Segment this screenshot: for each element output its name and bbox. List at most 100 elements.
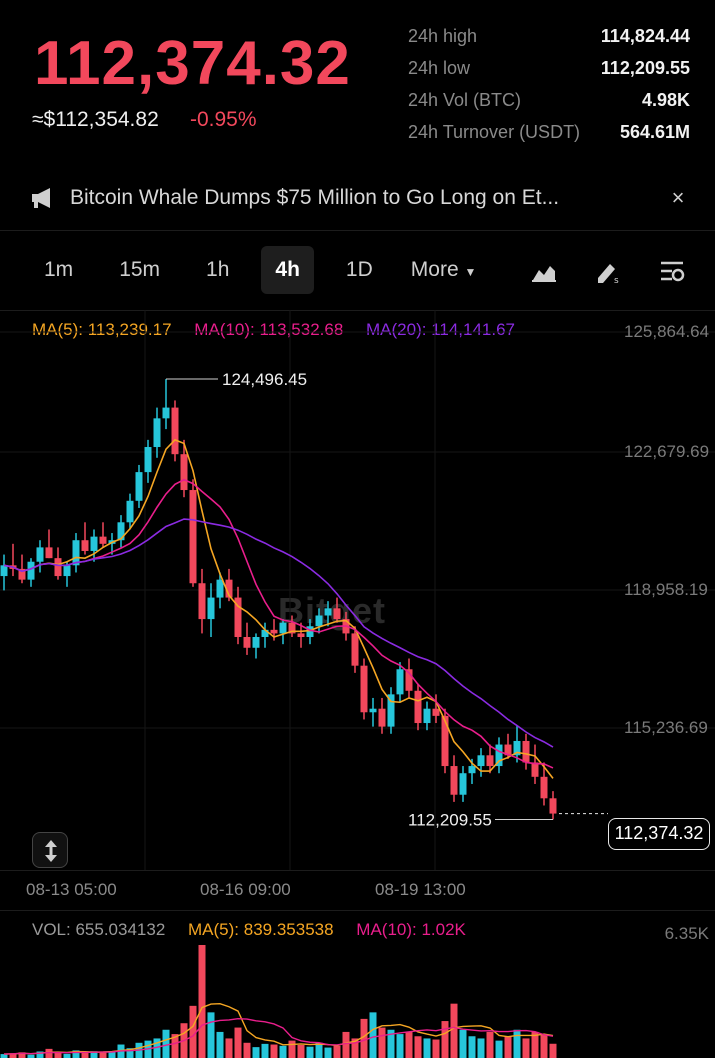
stat-label: 24h high — [408, 25, 478, 46]
volume-bar — [153, 1038, 161, 1058]
candle-body — [207, 597, 215, 620]
news-headline[interactable]: Bitcoin Whale Dumps $75 Million to Go Lo… — [70, 186, 560, 209]
high-marker-label: 124,496.45 — [222, 370, 307, 389]
tab-1m[interactable]: 1m — [44, 258, 74, 281]
candle-body — [99, 536, 107, 544]
volume-bar — [63, 1053, 71, 1058]
volume-ma5: MA(5): 839.353538 — [188, 920, 334, 939]
candle-body — [252, 637, 260, 648]
resize-chart-button[interactable] — [32, 832, 68, 868]
volume-bar — [45, 1048, 53, 1058]
volume-bar — [36, 1051, 44, 1058]
volume-bar — [297, 1044, 305, 1058]
x-axis-tick: 08-19 13:00 — [375, 880, 466, 899]
candle-body — [378, 708, 386, 727]
stat-row-turnover: 24h Turnover (USDT) 564.61M — [408, 116, 690, 148]
close-icon[interactable]: × — [671, 185, 685, 210]
candle-body — [72, 540, 80, 566]
candlestick-chart[interactable]: 124,496.45 112,209.55 — [0, 310, 715, 910]
stat-value: 4.98K — [641, 89, 690, 110]
candle-body — [486, 755, 494, 767]
candle-body — [126, 500, 134, 523]
volume-bar — [468, 1036, 476, 1058]
volume-bar — [549, 1043, 557, 1058]
candle-body — [198, 583, 206, 620]
more-intervals-dropdown[interactable]: More ▼ — [405, 246, 483, 294]
volume-bar — [27, 1054, 35, 1058]
volume-bar — [486, 1031, 494, 1058]
volume-bar — [171, 1034, 179, 1058]
volume-bar — [99, 1052, 107, 1058]
volume-bar — [198, 944, 206, 1058]
volume-bar — [207, 1012, 215, 1058]
volume-bar — [477, 1038, 485, 1058]
candle-body — [216, 579, 224, 598]
indicator-settings-icon[interactable] — [658, 258, 686, 284]
chart-type-icon[interactable] — [530, 258, 558, 284]
stat-value: 112,209.55 — [600, 57, 690, 78]
drawing-tool-icon[interactable]: s — [594, 258, 622, 284]
candle-body — [522, 740, 530, 763]
tab-4h[interactable]: 4h — [261, 246, 314, 294]
volume-bar — [108, 1051, 116, 1058]
volume-bar — [432, 1039, 440, 1058]
volume-bar — [252, 1047, 260, 1058]
candle-body — [54, 558, 62, 577]
candle-body — [369, 708, 377, 713]
stat-value: 114,824.44 — [600, 25, 690, 46]
stat-label: 24h Vol (BTC) — [408, 89, 522, 110]
ma5-value: MA(5): 113,239.17 — [32, 320, 172, 339]
news-banner[interactable]: Bitcoin Whale Dumps $75 Million to Go Lo… — [30, 180, 690, 216]
candle-body — [315, 615, 323, 627]
volume-bar — [378, 1027, 386, 1058]
candle-body — [288, 622, 296, 634]
volume-bar — [522, 1038, 530, 1058]
divider — [0, 910, 715, 911]
volume-bar — [126, 1048, 134, 1058]
change-percent: -0.95% — [190, 108, 257, 131]
tab-15m[interactable]: 15m — [119, 258, 161, 281]
volume-bar — [306, 1046, 314, 1058]
volume-ma10: MA(10): 1.02K — [356, 920, 466, 939]
candle-body — [90, 536, 98, 551]
volume-bar — [342, 1031, 350, 1058]
tab-1h[interactable]: 1h — [206, 258, 230, 281]
candle-body — [18, 568, 26, 580]
vertical-arrows-icon — [45, 840, 57, 862]
volume-bar — [450, 1003, 458, 1058]
ma10-line — [3, 478, 554, 769]
candle-body — [171, 407, 179, 455]
candle-body — [540, 776, 548, 799]
volume-bar — [162, 1029, 170, 1058]
volume-bar — [540, 1034, 548, 1058]
low-marker-label: 112,209.55 — [408, 810, 492, 829]
candle-body — [162, 407, 170, 419]
volume-bar — [225, 1038, 233, 1058]
divider — [0, 310, 715, 311]
volume-chart — [0, 944, 557, 1058]
volume-bar — [189, 1005, 197, 1058]
candle-body — [306, 626, 314, 638]
volume-bar — [54, 1053, 62, 1058]
stat-label: 24h low — [408, 57, 471, 78]
volume-bar — [513, 1029, 521, 1058]
volume-bar — [261, 1043, 269, 1058]
candle-body — [45, 547, 53, 559]
candle-body — [135, 472, 143, 501]
y-axis-tick: 122,679.69 — [624, 442, 710, 461]
divider — [0, 870, 715, 871]
candle-body — [153, 418, 161, 448]
x-axis-tick: 08-13 05:00 — [26, 880, 117, 899]
candle-body — [117, 522, 125, 541]
volume-bar — [441, 1021, 449, 1058]
volume-bar — [9, 1053, 17, 1058]
stat-value: 564.61M — [619, 121, 690, 142]
tab-1d[interactable]: 1D — [345, 258, 373, 281]
stat-row-high: 24h high 114,824.44 — [408, 20, 690, 52]
volume-axis-max: 6.35K — [664, 924, 709, 943]
volume-ma10-line — [3, 1017, 554, 1055]
divider — [0, 230, 715, 231]
volume-bar — [270, 1044, 278, 1058]
x-axis-tick: 08-16 09:00 — [200, 880, 291, 899]
candle-body — [297, 633, 305, 638]
